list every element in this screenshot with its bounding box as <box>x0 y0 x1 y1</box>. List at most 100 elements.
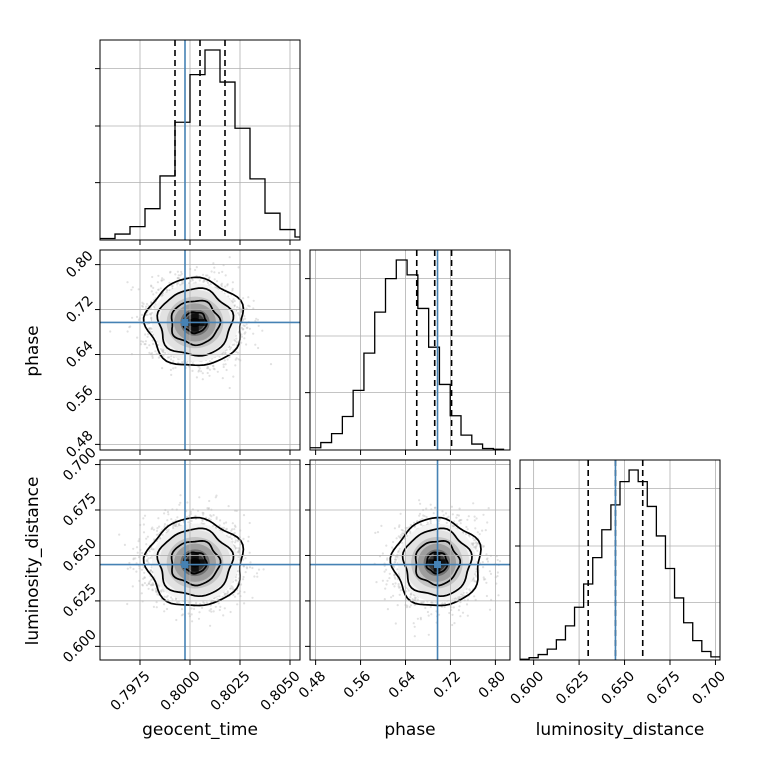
sample-point <box>242 565 245 568</box>
sample-point <box>198 367 201 370</box>
sample-point <box>224 351 227 354</box>
sample-point <box>148 328 151 331</box>
sample-point <box>136 336 139 339</box>
sample-point <box>202 280 205 283</box>
sample-point <box>170 518 173 521</box>
sample-point <box>244 571 247 574</box>
sample-point <box>141 583 144 586</box>
sample-point <box>150 317 153 320</box>
sample-point <box>109 330 112 333</box>
sample-point <box>151 355 154 358</box>
sample-point <box>240 583 243 586</box>
sample-point <box>228 256 231 259</box>
sample-point <box>207 367 210 370</box>
sample-point <box>135 315 139 318</box>
sample-point <box>204 274 208 277</box>
sample-point <box>248 521 251 525</box>
sample-point <box>152 342 155 346</box>
sample-point <box>151 275 154 279</box>
sample-point <box>247 535 250 539</box>
sample-point <box>217 602 220 605</box>
sample-point <box>180 608 184 611</box>
sample-point <box>244 331 247 334</box>
sample-point <box>154 350 157 353</box>
sample-point <box>214 605 217 608</box>
histogram-panel-phase <box>305 249 511 455</box>
sample-point <box>155 606 158 609</box>
sample-point <box>229 587 232 590</box>
sample-point <box>167 528 170 531</box>
sample-point <box>172 525 175 528</box>
sample-point <box>174 524 177 528</box>
sample-point <box>151 339 154 342</box>
sample-point <box>244 317 247 320</box>
sample-point <box>233 545 237 548</box>
sample-point <box>140 340 143 343</box>
sample-point <box>149 307 152 310</box>
sample-point <box>150 327 153 330</box>
sample-point <box>166 289 169 292</box>
sample-point <box>177 274 180 277</box>
sample-point <box>215 516 218 519</box>
sample-point <box>137 288 140 291</box>
sample-point <box>181 280 184 283</box>
sample-point <box>229 346 233 349</box>
sample-point <box>203 602 206 605</box>
sample-point <box>252 299 255 302</box>
sample-point <box>226 283 229 286</box>
sample-point <box>206 371 209 375</box>
sample-point <box>150 330 154 333</box>
sample-point <box>248 327 251 330</box>
sample-point <box>150 316 153 319</box>
sample-point <box>154 590 158 593</box>
sample-point <box>177 523 181 527</box>
sample-point <box>140 592 143 595</box>
sample-point <box>215 280 219 283</box>
sample-point <box>176 282 180 285</box>
sample-point <box>228 348 232 351</box>
sample-point <box>224 285 227 288</box>
contour-panel-geocent-time-vs-phase: 0.480.560.640.720.80 <box>63 248 301 461</box>
sample-point <box>150 547 153 551</box>
sample-point <box>201 511 204 514</box>
sample-point <box>230 529 233 532</box>
sample-point <box>235 337 238 340</box>
sample-point <box>224 274 227 277</box>
sample-point <box>197 370 200 373</box>
sample-point <box>165 291 168 294</box>
sample-point <box>200 522 203 525</box>
histogram-step-line <box>520 469 720 660</box>
sample-point <box>218 355 221 358</box>
sample-point <box>145 584 149 587</box>
sample-point <box>245 343 248 346</box>
sample-point <box>208 499 211 503</box>
sample-point <box>171 526 175 529</box>
sample-point <box>160 279 163 282</box>
sample-point <box>252 332 255 335</box>
sample-point <box>168 356 171 359</box>
sample-point <box>242 328 245 331</box>
sample-point <box>143 343 146 346</box>
sample-point <box>234 541 237 544</box>
sample-point <box>163 603 166 606</box>
sample-point <box>185 361 188 364</box>
sample-point <box>146 558 149 561</box>
sample-point <box>237 551 240 554</box>
sample-point <box>223 522 226 525</box>
sample-point <box>198 602 202 606</box>
sample-point <box>163 523 166 526</box>
sample-point <box>206 281 210 285</box>
sample-point <box>126 567 129 570</box>
sample-point <box>187 612 190 615</box>
sample-point <box>151 588 154 591</box>
sample-point <box>223 594 226 597</box>
sample-point <box>128 326 131 329</box>
panel-frame <box>99 249 301 451</box>
sample-point <box>216 598 219 601</box>
sample-point <box>149 313 153 316</box>
sample-point <box>148 327 151 330</box>
sample-point <box>169 271 172 274</box>
sample-point <box>245 326 248 330</box>
sample-point <box>226 284 229 287</box>
sample-point <box>142 531 146 534</box>
